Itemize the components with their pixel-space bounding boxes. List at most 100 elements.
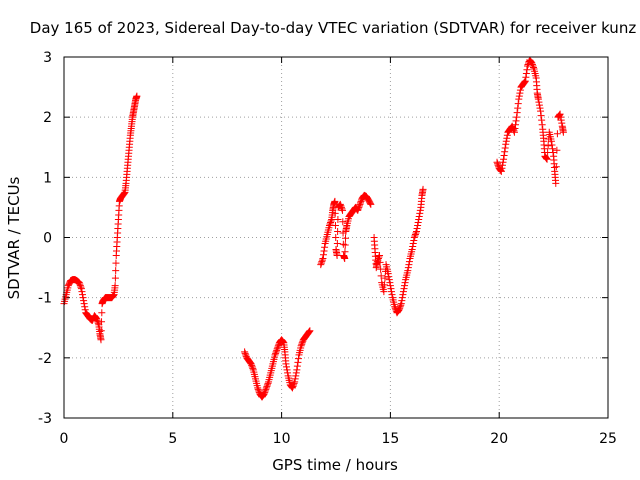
data-point xyxy=(409,243,417,251)
data-point xyxy=(557,113,565,121)
data-point xyxy=(376,258,384,266)
data-point xyxy=(339,206,347,214)
data-point xyxy=(522,70,530,78)
data-point xyxy=(538,121,546,129)
data-point xyxy=(263,381,271,389)
data-point xyxy=(341,248,349,256)
data-point xyxy=(76,280,84,288)
data-point xyxy=(416,206,424,214)
data-point xyxy=(384,270,392,278)
data-point xyxy=(93,315,101,323)
data-point xyxy=(76,282,84,290)
y-axis-label: SDTVAR / TECUs xyxy=(5,176,23,299)
x-tick-label: 15 xyxy=(381,431,399,447)
data-point xyxy=(272,349,280,357)
data-point xyxy=(327,217,335,225)
data-point xyxy=(512,117,520,125)
data-point xyxy=(133,92,141,100)
data-point xyxy=(319,255,327,263)
data-point xyxy=(317,259,325,267)
data-point xyxy=(542,154,550,162)
data-point xyxy=(306,327,314,335)
data-point xyxy=(98,309,106,317)
data-point xyxy=(386,279,394,287)
data-point xyxy=(291,375,299,383)
data-point xyxy=(81,306,89,314)
data-point xyxy=(499,158,507,166)
data-point xyxy=(401,282,409,290)
data-point xyxy=(535,101,543,109)
data-point xyxy=(523,66,531,74)
data-point xyxy=(398,294,406,302)
data-point xyxy=(356,199,364,207)
data-point xyxy=(374,255,382,263)
data-point xyxy=(498,164,506,172)
data-point xyxy=(522,73,530,81)
data-point xyxy=(97,327,105,335)
data-point xyxy=(292,369,300,377)
data-point xyxy=(377,272,385,280)
data-point xyxy=(356,200,364,208)
x-axis-label: GPS time / hours xyxy=(272,456,398,474)
data-point xyxy=(336,200,344,208)
data-point xyxy=(249,364,257,372)
data-point xyxy=(386,282,394,290)
data-point xyxy=(400,285,408,293)
data-point xyxy=(559,128,567,136)
data-point xyxy=(377,265,385,273)
data-point xyxy=(298,340,306,348)
y-tick-label: -3 xyxy=(38,411,52,427)
data-point xyxy=(395,306,403,314)
data-point xyxy=(284,369,292,377)
data-point xyxy=(242,351,250,359)
data-point xyxy=(411,232,419,240)
data-point xyxy=(398,297,406,305)
data-point xyxy=(110,291,118,299)
data-point xyxy=(513,113,521,121)
data-point xyxy=(413,227,421,235)
data-point xyxy=(354,205,362,213)
data-point xyxy=(380,288,388,296)
data-point xyxy=(261,387,269,395)
data-point xyxy=(325,221,333,229)
data-point xyxy=(501,144,509,152)
data-point xyxy=(528,59,536,67)
data-point xyxy=(120,190,128,198)
data-point xyxy=(413,224,421,232)
x-tick-label: 0 xyxy=(60,431,69,447)
data-point xyxy=(255,387,263,395)
data-point xyxy=(264,379,272,387)
data-point xyxy=(405,261,413,269)
data-point xyxy=(297,342,305,350)
data-point xyxy=(397,301,405,309)
data-point xyxy=(288,384,296,392)
data-point xyxy=(500,155,508,163)
data-point xyxy=(290,381,298,389)
data-point xyxy=(496,166,504,174)
data-point xyxy=(548,141,556,149)
data-point xyxy=(404,267,412,275)
x-tick-labels: 0 5 10 15 20 25 xyxy=(60,431,617,447)
data-point xyxy=(375,253,383,261)
data-point xyxy=(401,279,409,287)
data-point xyxy=(282,363,290,371)
data-point xyxy=(341,255,349,263)
data-point xyxy=(293,366,301,374)
data-point xyxy=(331,221,339,229)
data-point xyxy=(494,160,502,168)
data-point xyxy=(273,346,281,354)
x-tick-label: 5 xyxy=(168,431,177,447)
x-tick-label: 20 xyxy=(490,431,508,447)
y-tick-label: -2 xyxy=(38,351,52,367)
data-point xyxy=(529,62,537,70)
data-point xyxy=(410,237,418,245)
data-point xyxy=(549,145,557,153)
data-point xyxy=(78,288,86,296)
data-point xyxy=(248,363,256,371)
y-tick-label: 2 xyxy=(43,110,52,126)
data-point xyxy=(367,200,375,208)
data-point xyxy=(261,388,269,396)
data-point xyxy=(536,104,544,112)
data-point xyxy=(535,98,543,106)
data-point xyxy=(337,203,345,211)
